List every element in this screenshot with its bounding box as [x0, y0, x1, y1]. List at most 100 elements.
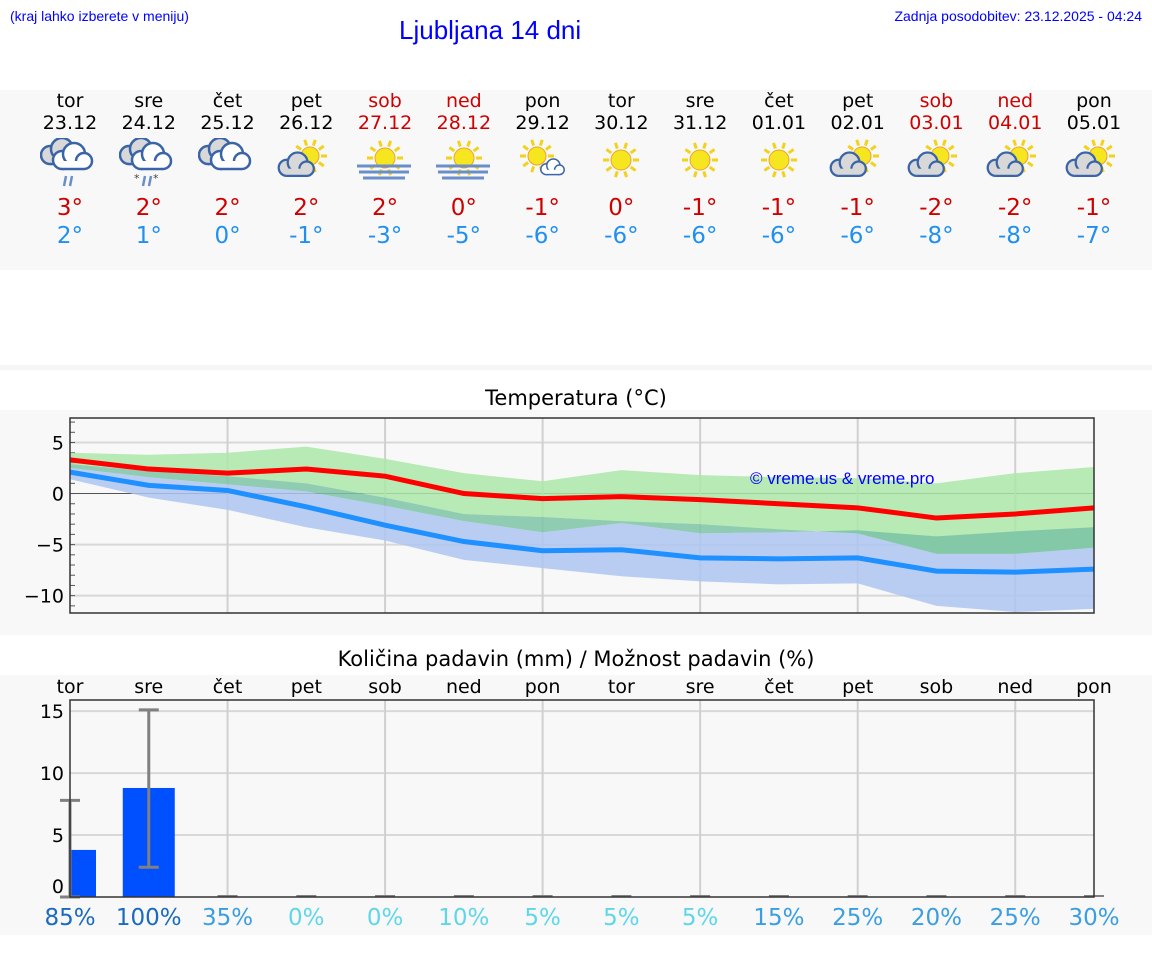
min-temp: -1°: [289, 223, 324, 249]
max-temp-line: [69, 457, 1095, 521]
min-temp: -3°: [367, 223, 403, 249]
min-temp: -6°: [682, 223, 718, 249]
day-name: čet: [212, 90, 243, 112]
max-temp: -1°: [682, 195, 718, 221]
day-date: 30.12: [594, 112, 649, 134]
day-date: 05.01: [1066, 112, 1122, 134]
max-temp: 2°: [214, 195, 241, 221]
min-temp: -8°: [998, 223, 1033, 249]
precip-probability: 5%: [681, 905, 719, 931]
min-temp: -6°: [604, 223, 639, 249]
max-temp: 3°: [56, 195, 84, 221]
day-date: 23.12: [42, 112, 98, 134]
partly-cloudy-icon: [1065, 139, 1115, 178]
min-temp-line: [69, 469, 1095, 575]
max-temp: 0°: [608, 195, 635, 221]
min-temp: 2°: [56, 223, 84, 249]
partly-cloudy-icon: [277, 139, 328, 178]
max-temp: 2°: [371, 195, 399, 221]
precip-probability: 5%: [524, 905, 561, 931]
fog-sun-icon: [435, 140, 490, 180]
partly-cloudy-icon: [986, 139, 1037, 178]
day-date: 01.01: [751, 112, 807, 134]
day-column: tor 30.12 0° -6°: [581, 90, 661, 250]
divider: [0, 365, 1152, 370]
sun-icon: [603, 142, 640, 178]
daily-forecast-strip: [0, 90, 1152, 270]
min-temp-range-band: [70, 468, 1094, 612]
day-name: pet: [290, 90, 322, 112]
precip-probability: 20%: [910, 905, 963, 931]
sleet-cloud-icon: * *: [118, 138, 173, 187]
min-temp: -6°: [840, 223, 875, 249]
max-temp-range-band: [70, 446, 1094, 554]
precip-day-label: sob: [368, 676, 402, 698]
day-name: ned: [997, 90, 1034, 112]
precip-day-label: sre: [134, 676, 164, 698]
last-updated: Zadnja posodobitev: 23.12.2025 - 04:24: [894, 8, 1142, 24]
cloudy-icon: [197, 138, 251, 171]
day-name: čet: [764, 90, 794, 112]
rain-cloud-icon: [40, 138, 94, 187]
day-date: 31.12: [672, 112, 728, 134]
day-date: 26.12: [279, 112, 334, 134]
precip-day-label: tor: [607, 676, 635, 698]
precip-day-label: sob: [919, 676, 954, 698]
precip-day-label: čet: [212, 676, 243, 698]
day-column: sre 24.12 * * 2° 1°: [109, 90, 189, 250]
precip-ytick-label: 15: [40, 701, 64, 723]
svg-text:*: *: [153, 172, 159, 185]
precip-probability: 25%: [989, 905, 1041, 931]
day-column: pet 02.01 -1° -6°: [818, 90, 898, 250]
precipitation-chart-title: Količina padavin (mm) / Možnost padavin …: [337, 647, 815, 671]
day-column: ned 04.01 -2° -8°: [975, 90, 1055, 250]
day-column: pet 26.12 2° -1°: [266, 90, 346, 250]
precip-day-label: tor: [56, 676, 84, 698]
precip-probability: 0%: [366, 905, 404, 931]
precip-day-label: pet: [842, 676, 874, 698]
precip-probability: 0%: [288, 905, 325, 931]
temp-ytick-label: 0: [52, 484, 64, 506]
day-column: sob 03.01 -2° -8°: [896, 90, 976, 250]
min-temp: -5°: [446, 223, 482, 249]
day-column: tor 23.12 3° 2°: [30, 90, 110, 250]
day-date: 03.01: [909, 112, 964, 134]
sun-icon: [682, 142, 719, 178]
max-temp: -1°: [761, 195, 797, 221]
watermark: © vreme.us & vreme.pro: [750, 469, 934, 488]
day-date: 27.12: [357, 112, 413, 134]
precip-probability: 85%: [44, 905, 96, 931]
fog-sun-icon: [357, 140, 412, 180]
max-temp: -1°: [525, 195, 560, 221]
min-temp: 0°: [214, 223, 241, 249]
precip-day-label: ned: [997, 676, 1034, 698]
day-column: ned 28.12 0° -5°: [424, 90, 504, 250]
precip-probability: 35%: [201, 905, 254, 931]
day-name: ned: [445, 90, 482, 112]
temp-ytick-label: −10: [24, 586, 64, 608]
day-column: pon 05.01 -1° -7°: [1054, 90, 1134, 250]
day-name: pet: [842, 90, 874, 112]
precip-probability: 25%: [832, 905, 884, 931]
max-temp: 2°: [293, 195, 320, 221]
day-name: sob: [919, 90, 954, 112]
day-name: sre: [134, 90, 164, 112]
day-date: 28.12: [436, 112, 492, 134]
precip-bar: [70, 849, 96, 897]
partly-cloudy-icon: [908, 139, 958, 178]
precip-probability: 10%: [438, 905, 490, 931]
day-column: čet 01.01 -1° -6°: [739, 90, 819, 250]
temp-ytick-label: 5: [52, 433, 64, 455]
precip-probability: 100%: [115, 905, 182, 931]
precip-day-label: pon: [1076, 676, 1112, 698]
sun-icon: [760, 142, 797, 178]
min-temp: -7°: [1076, 223, 1112, 249]
day-name: sob: [368, 90, 402, 112]
precip-ytick-label: 0: [52, 876, 64, 898]
precip-ytick-label: 5: [52, 825, 64, 847]
max-temp: 0°: [450, 195, 477, 221]
max-temp: -2°: [919, 195, 954, 221]
precip-ytick-label: 10: [40, 763, 64, 785]
day-date: 29.12: [515, 112, 570, 134]
